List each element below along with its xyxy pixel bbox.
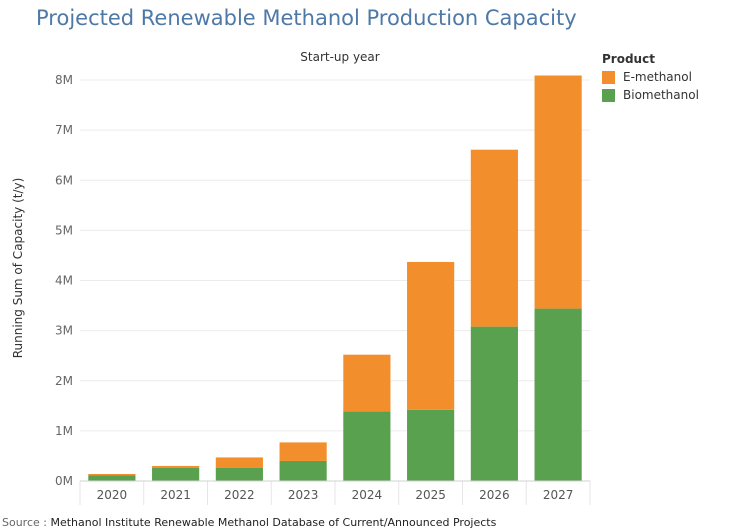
legend-swatch [602,70,615,84]
y-tick-label: 8M [55,73,73,87]
bar-e-methanol-2024 [343,354,391,412]
x-tick-label: 2026 [479,488,510,502]
x-axis-title: Start-up year [300,50,380,64]
legend-label: Biomethanol [623,88,699,102]
legend-items: E-methanol Biomethanol [602,70,699,102]
bar-e-methanol-2026 [470,149,518,327]
bar-biomethanol-2020 [88,475,136,481]
bar-biomethanol-2025 [407,409,455,481]
bar-biomethanol-2027 [534,308,582,481]
legend-item: Biomethanol [602,88,699,102]
bar-e-methanol-2027 [534,75,582,309]
bar-biomethanol-2021 [152,467,200,481]
x-tick-label: 2027 [543,488,574,502]
bar-e-methanol-2020 [88,473,136,476]
y-tick-label: 7M [55,123,73,137]
y-tick-label: 0M [55,474,73,488]
legend-label: E-methanol [623,70,692,84]
x-tick-label: 2023 [288,488,319,502]
bar-e-methanol-2025 [407,261,455,410]
source-note: Source : Methanol Institute Renewable Me… [2,516,496,529]
bar-biomethanol-2022 [215,467,263,481]
bar-e-methanol-2023 [279,442,327,461]
bar-e-methanol-2021 [152,465,200,468]
legend-item: E-methanol [602,70,699,84]
bar-biomethanol-2023 [279,460,327,481]
y-tick-label: 3M [55,324,73,338]
y-tick-label: 4M [55,274,73,288]
x-tick-label: 2021 [160,488,191,502]
source-text: Methanol Institute Renewable Methanol Da… [50,516,497,529]
y-tick-label: 2M [55,374,73,388]
bar-biomethanol-2024 [343,411,391,481]
bar-biomethanol-2026 [470,326,518,481]
chart-title: Projected Renewable Methanol Production … [36,6,577,30]
y-tick-label: 1M [55,424,73,438]
source-prefix: Source : [2,516,51,529]
x-tick-label: 2022 [224,488,255,502]
legend-title: Product [602,52,655,66]
bar-e-methanol-2022 [215,457,263,468]
legend: Product E-methanol Biomethanol [602,52,699,106]
y-tick-label: 6M [55,173,73,187]
x-tick-label: 2020 [97,488,128,502]
x-tick-label: 2024 [352,488,383,502]
x-tick-label: 2025 [415,488,446,502]
y-tick-label: 5M [55,223,73,237]
legend-swatch [602,88,615,102]
